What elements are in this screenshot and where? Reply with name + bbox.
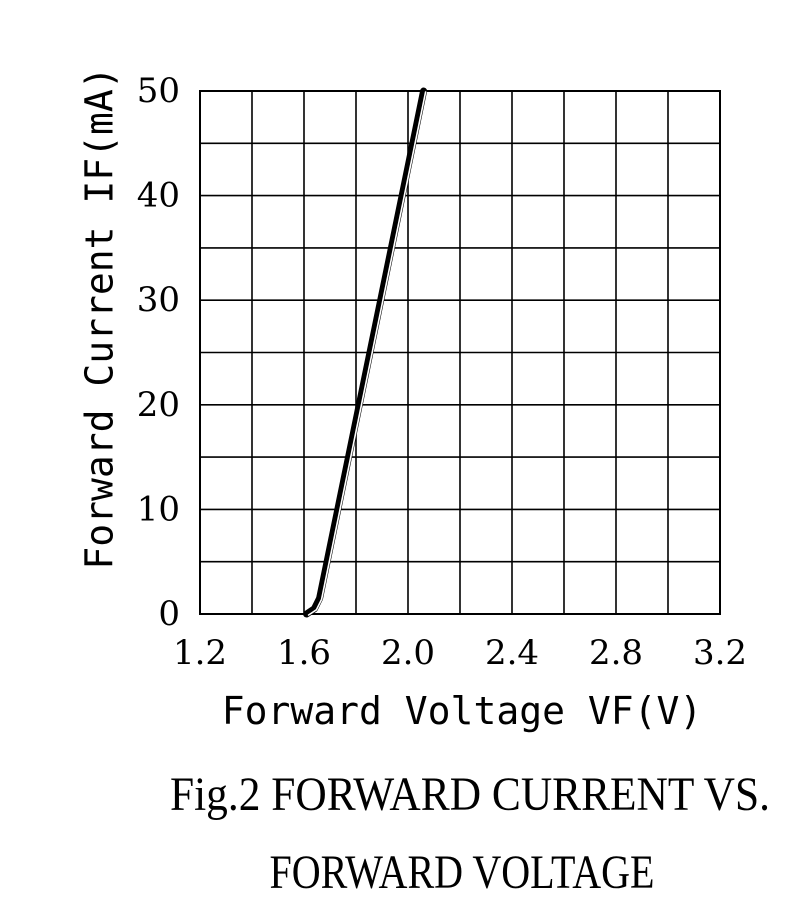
- series-line-outer: [303, 87, 428, 618]
- y-tick-label: 50: [137, 71, 180, 111]
- iv-curve: [303, 87, 428, 618]
- y-axis-title: Forward Current IF(mA): [78, 66, 122, 569]
- plot-frame: [199, 90, 721, 615]
- y-tick-label: 20: [137, 385, 180, 425]
- y-tick-label: 40: [137, 176, 180, 216]
- plot-grid: [200, 91, 720, 614]
- x-axis-ticks: 1.2 1.6 2.0 2.4 2.8 3.2: [173, 633, 747, 673]
- y-tick-label: 30: [137, 280, 180, 320]
- x-tick-label: 3.2: [693, 633, 747, 673]
- y-axis-ticks: 0 10 20 30 40 50: [137, 71, 180, 634]
- x-tick-label: 1.6: [277, 633, 331, 673]
- x-tick-label: 2.8: [589, 633, 643, 673]
- y-tick-label: 10: [137, 489, 180, 529]
- x-tick-label: 2.4: [485, 633, 539, 673]
- figure-caption-line1: Fig.2 FORWARD CURRENT VS.: [170, 768, 770, 821]
- figure-caption-line2: FORWARD VOLTAGE: [270, 846, 655, 899]
- x-tick-label: 2.0: [381, 633, 435, 673]
- y-tick-label: 0: [158, 594, 180, 634]
- series-line-inner: [307, 91, 427, 616]
- x-axis-title: Forward Voltage VF(V): [222, 689, 702, 733]
- x-tick-label: 1.2: [173, 633, 227, 673]
